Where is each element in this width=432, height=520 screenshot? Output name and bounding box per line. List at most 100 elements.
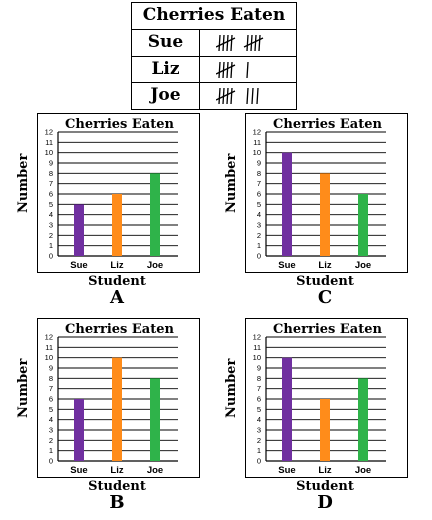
tally-row: Sue <box>132 30 296 57</box>
y-tick-label: 0 <box>257 457 261 466</box>
y-tick-label: 6 <box>257 395 261 404</box>
x-axis-label: Student <box>88 274 146 289</box>
x-category-label: Joe <box>355 465 371 476</box>
chart-frame: Cherries Eaten 0 1 2 3 4 5 6 7 8 9 10 11 12 Sue Liz Joe <box>37 318 200 478</box>
chart-title: Cherries Eaten <box>273 322 382 337</box>
bar-joe <box>358 378 368 461</box>
y-tick-label: 12 <box>45 333 53 342</box>
tally-stroke <box>226 34 229 52</box>
y-tick-label: 1 <box>257 446 261 455</box>
y-tick-label: 0 <box>49 252 53 261</box>
tally-stroke <box>226 88 229 105</box>
y-tick-label: 1 <box>49 446 53 455</box>
chart-option-letter: A <box>110 287 124 308</box>
chart-frame: Cherries Eaten 0 1 2 3 4 5 6 7 8 9 10 11 12 Sue Liz Joe <box>245 318 408 478</box>
y-tick-label: 11 <box>45 343 53 352</box>
chart-panel-a: Number Cherries Eaten 0 1 2 3 4 5 6 7 8 9 10 11 12 Sue L… <box>16 113 210 313</box>
tally-stroke <box>258 34 261 52</box>
x-category-label: Liz <box>110 465 123 476</box>
y-tick-label: 8 <box>257 169 261 178</box>
y-tick-label: 3 <box>257 426 261 435</box>
y-tick-label: 7 <box>49 179 53 188</box>
tally-row: Liz <box>132 56 296 84</box>
tally-stroke <box>254 34 257 52</box>
tally-stroke <box>226 61 229 78</box>
x-category-label: Sue <box>278 465 295 476</box>
y-tick-label: 9 <box>257 364 261 373</box>
tally-marks-svg <box>216 88 259 105</box>
y-tick-label: 10 <box>253 353 261 362</box>
tally-marks <box>200 57 296 83</box>
chart-title: Cherries Eaten <box>65 117 174 132</box>
y-tick-label: 9 <box>49 159 53 168</box>
y-tick-label: 4 <box>49 415 53 424</box>
chart-frame: Cherries Eaten 0 1 2 3 4 5 6 7 8 9 10 11 12 Sue Liz Joe <box>37 113 200 273</box>
y-tick-label: 9 <box>49 364 53 373</box>
bar-liz <box>112 357 122 461</box>
y-tick-label: 12 <box>253 333 261 342</box>
chart-frame: Cherries Eaten 0 1 2 3 4 5 6 7 8 9 10 11 12 Sue Liz Joe <box>245 113 408 273</box>
y-tick-label: 6 <box>257 190 261 199</box>
y-tick-label: 5 <box>257 405 261 414</box>
bar-joe <box>150 378 160 461</box>
y-tick-label: 1 <box>257 241 261 250</box>
chart-option-letter: D <box>317 492 333 513</box>
y-tick-label: 11 <box>253 343 261 352</box>
y-tick-label: 2 <box>257 231 261 240</box>
y-tick-label: 7 <box>257 179 261 188</box>
y-tick-label: 2 <box>49 436 53 445</box>
y-tick-label: 4 <box>257 210 261 219</box>
y-tick-label: 7 <box>49 384 53 393</box>
y-tick-label: 10 <box>253 148 261 157</box>
y-tick-label: 8 <box>257 374 261 383</box>
x-category-label: Liz <box>318 465 331 476</box>
x-category-label: Liz <box>110 260 123 271</box>
y-tick-label: 2 <box>49 231 53 240</box>
tally-stroke <box>230 61 233 78</box>
x-category-label: Liz <box>318 260 331 271</box>
y-tick-label: 11 <box>253 138 261 147</box>
tally-stroke <box>251 88 254 105</box>
bar-liz <box>320 399 330 461</box>
bar-liz <box>112 194 122 256</box>
tally-row-name: Sue <box>132 30 200 56</box>
x-axis-label: Student <box>296 274 354 289</box>
y-tick-label: 4 <box>257 415 261 424</box>
x-category-label: Joe <box>147 465 163 476</box>
tally-table-title: Cherries Eaten <box>132 3 296 30</box>
tally-marks-svg <box>216 61 249 78</box>
chart-title: Cherries Eaten <box>65 322 174 337</box>
y-tick-label: 2 <box>257 436 261 445</box>
y-tick-label: 3 <box>49 221 53 230</box>
y-tick-label: 8 <box>49 374 53 383</box>
y-axis-label: Number <box>224 153 239 213</box>
x-axis-label: Student <box>296 479 354 494</box>
y-axis-label: Number <box>224 358 239 418</box>
chart-panel-c: Number Cherries Eaten 0 1 2 3 4 5 6 7 8 9 10 11 12 Sue L… <box>224 113 418 313</box>
bar-joe <box>358 194 368 256</box>
tally-stroke <box>246 88 249 105</box>
chart-panel-d: Number Cherries Eaten 0 1 2 3 4 5 6 7 8 9 10 11 12 Sue L… <box>224 318 418 518</box>
y-tick-label: 12 <box>253 128 261 137</box>
chart-option-letter: C <box>317 287 333 308</box>
y-tick-label: 1 <box>49 241 53 250</box>
y-tick-label: 0 <box>49 457 53 466</box>
y-tick-label: 6 <box>49 395 53 404</box>
tally-cross-stroke <box>216 90 236 101</box>
bar-liz <box>320 173 330 256</box>
x-category-label: Sue <box>70 260 87 271</box>
y-tick-label: 8 <box>49 169 53 178</box>
y-tick-label: 11 <box>45 138 53 147</box>
tally-cross-stroke <box>216 64 236 75</box>
bar-joe <box>150 173 160 256</box>
y-tick-label: 9 <box>257 159 261 168</box>
y-tick-label: 6 <box>49 190 53 199</box>
x-axis-label: Student <box>88 479 146 494</box>
x-category-label: Joe <box>147 260 163 271</box>
tally-marks-svg <box>216 34 264 52</box>
tally-stroke <box>246 61 249 78</box>
chart-option-letter: B <box>109 492 125 513</box>
x-category-label: Sue <box>278 260 295 271</box>
bar-sue <box>282 152 292 256</box>
